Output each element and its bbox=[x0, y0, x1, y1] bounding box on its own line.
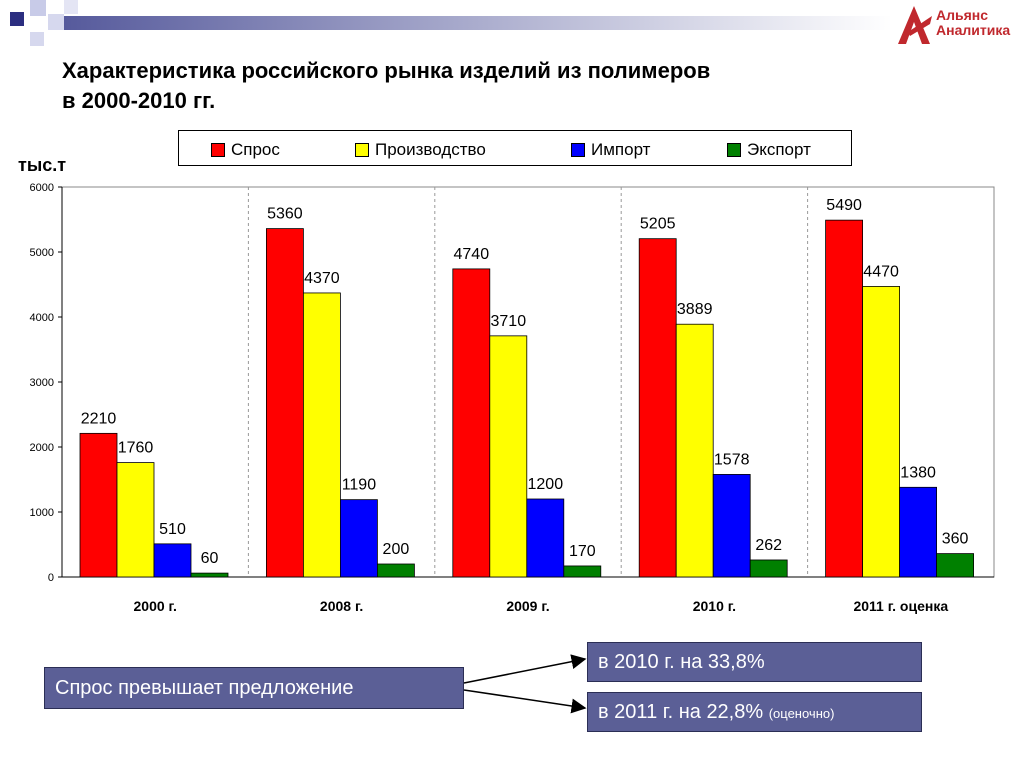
bar bbox=[675, 323, 714, 578]
data-label: 510 bbox=[159, 521, 186, 538]
data-label: 1190 bbox=[342, 477, 377, 494]
legend-item-export: Экспорт bbox=[727, 140, 811, 160]
legend-label-production: Производство bbox=[375, 140, 486, 159]
y-tick-label: 4000 bbox=[30, 312, 54, 324]
y-axis-unit: тыс.т bbox=[18, 155, 67, 175]
data-label: 4740 bbox=[454, 246, 490, 263]
data-label: 5205 bbox=[640, 216, 676, 233]
title-line2: в 2000-2010 гг. bbox=[62, 88, 216, 113]
bar bbox=[190, 572, 229, 578]
y-tick-label: 0 bbox=[48, 572, 54, 584]
bar bbox=[825, 219, 863, 578]
y-tick-label: 2000 bbox=[30, 442, 54, 454]
data-label: 360 bbox=[942, 531, 969, 548]
logo-line1: Альянс bbox=[936, 7, 989, 23]
bar bbox=[153, 543, 192, 578]
callout-2010-text: в 2010 г. на 33,8% bbox=[598, 651, 765, 673]
arrow-to-2011 bbox=[463, 689, 587, 714]
data-label: 2210 bbox=[81, 410, 117, 427]
bar bbox=[79, 432, 118, 578]
chart-legend: Спрос Производство Импорт Экспорт bbox=[178, 130, 852, 166]
bar bbox=[936, 553, 974, 578]
legend-swatch-production bbox=[355, 143, 369, 157]
y-tick-label: 3000 bbox=[30, 377, 54, 389]
data-label: 60 bbox=[201, 550, 219, 567]
company-logo bbox=[892, 2, 1024, 48]
callout-2011: в 2011 г. на 22,8% (оценочно) bbox=[587, 692, 922, 732]
x-category-label: 2009 г. bbox=[506, 598, 549, 614]
callout-demand-exceeds-supply: Спрос превышает предложение bbox=[44, 667, 464, 709]
legend-swatch-import bbox=[571, 143, 585, 157]
callout-2010: в 2010 г. на 33,8% bbox=[587, 642, 922, 682]
logo-text: Альянс Аналитика bbox=[936, 8, 1010, 38]
x-category-label: 2011 г. оценка bbox=[853, 598, 948, 614]
data-label: 1200 bbox=[528, 476, 564, 493]
logo-line2: Аналитика bbox=[936, 22, 1011, 38]
data-label: 1760 bbox=[118, 440, 154, 457]
data-label: 4470 bbox=[863, 263, 899, 280]
data-label: 262 bbox=[755, 537, 782, 554]
callout-2011-note: (оценочно) bbox=[768, 706, 835, 721]
bar bbox=[452, 268, 491, 578]
bar bbox=[862, 286, 900, 578]
bar bbox=[116, 462, 155, 578]
y-tick-label: 1000 bbox=[30, 507, 54, 519]
data-label: 200 bbox=[383, 541, 410, 558]
bar bbox=[265, 228, 304, 578]
bar bbox=[339, 499, 378, 578]
x-category-label: 2010 г. bbox=[693, 598, 736, 614]
bar bbox=[749, 559, 788, 578]
x-category-label: 2000 г. bbox=[134, 598, 177, 614]
bar bbox=[899, 486, 937, 578]
legend-label-export: Экспорт bbox=[747, 140, 811, 159]
x-category-label: 2008 г. bbox=[320, 598, 363, 614]
arrow-to-2010 bbox=[463, 654, 587, 684]
data-label: 170 bbox=[569, 543, 596, 560]
bar bbox=[376, 563, 415, 578]
bar bbox=[563, 565, 602, 578]
data-label: 5490 bbox=[826, 197, 862, 214]
top-gradient-bar bbox=[64, 16, 892, 30]
bar bbox=[712, 474, 751, 578]
title-line1: Характеристика российского рынка изделий… bbox=[62, 58, 711, 83]
y-tick-label: 6000 bbox=[30, 182, 54, 194]
data-label: 4370 bbox=[304, 270, 340, 287]
legend-swatch-export bbox=[727, 143, 741, 157]
bar bbox=[489, 335, 528, 578]
bar bbox=[526, 498, 565, 578]
legend-label-demand: Спрос bbox=[231, 140, 280, 159]
bar bbox=[302, 292, 341, 578]
legend-item-demand: Спрос bbox=[211, 140, 280, 160]
callout-2011-text: в 2011 г. на 22,8% bbox=[598, 701, 764, 723]
data-label: 3710 bbox=[491, 313, 527, 330]
data-label: 3889 bbox=[677, 301, 713, 318]
legend-swatch-demand bbox=[211, 143, 225, 157]
data-label: 5360 bbox=[267, 206, 303, 223]
data-label: 1578 bbox=[714, 451, 750, 468]
bar bbox=[638, 238, 677, 578]
page-title: Характеристика российского рынка изделий… bbox=[62, 56, 922, 116]
legend-item-production: Производство bbox=[355, 140, 486, 160]
legend-label-import: Импорт bbox=[591, 140, 651, 159]
y-tick-label: 5000 bbox=[30, 247, 54, 259]
legend-item-import: Импорт bbox=[571, 140, 650, 160]
data-label: 1380 bbox=[900, 464, 936, 481]
